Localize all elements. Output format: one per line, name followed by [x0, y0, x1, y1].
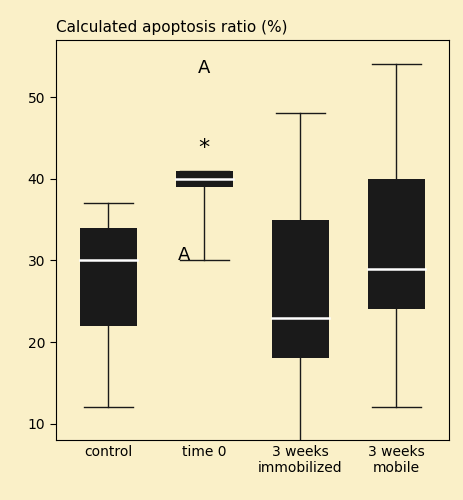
Text: A: A	[177, 246, 190, 264]
Bar	[80, 228, 137, 326]
Bar	[175, 170, 233, 187]
Bar	[271, 220, 329, 358]
Bar	[368, 179, 425, 310]
Text: A: A	[198, 58, 211, 76]
Text: *: *	[199, 138, 210, 158]
Text: Calculated apoptosis ratio (%): Calculated apoptosis ratio (%)	[56, 20, 287, 34]
